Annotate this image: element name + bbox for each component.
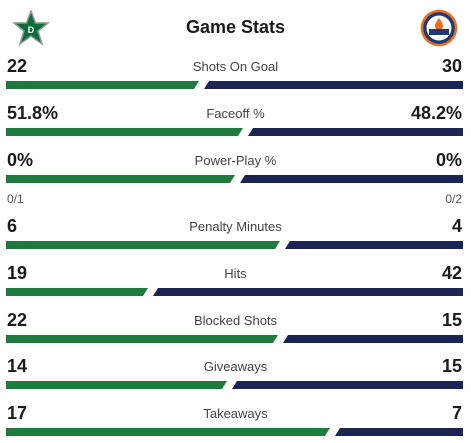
stat-label: Takeaways [203, 406, 268, 421]
away-value: 7 [451, 403, 462, 423]
comparison-bar [6, 175, 463, 183]
stat-label: Hits [224, 266, 247, 281]
comparison-bar [6, 288, 463, 296]
home-value: 22 [7, 56, 28, 76]
stat-row: 17 Takeaways 7 [0, 403, 471, 443]
home-bar-segment [6, 81, 199, 89]
away-subvalue: 0/2 [445, 192, 462, 206]
away-bar-segment [204, 81, 463, 89]
home-bar-segment [6, 381, 227, 389]
away-bar-segment [153, 288, 463, 296]
home-bar-segment [6, 335, 278, 343]
home-bar-segment [6, 428, 330, 436]
away-value: 15 [441, 356, 462, 376]
svg-text:D: D [28, 25, 35, 35]
stat-row: 22 Shots On Goal 30 [0, 56, 471, 96]
dallas-stars-logo: D [11, 8, 51, 46]
away-bar-segment [285, 241, 463, 249]
home-bar-segment [6, 288, 148, 296]
away-value: 4 [451, 216, 462, 236]
away-bar-segment [335, 428, 463, 436]
stat-label: Power-Play % [194, 153, 277, 168]
comparison-bar [6, 81, 463, 89]
stat-label: Faceoff % [206, 106, 265, 121]
away-value: 48.2% [410, 103, 462, 123]
stat-row: 19 Hits 42 [0, 263, 471, 303]
stat-label: Penalty Minutes [189, 219, 282, 234]
home-value: 19 [7, 263, 28, 283]
home-value: 14 [7, 356, 28, 376]
page-title: Game Stats [185, 17, 286, 37]
edmonton-oilers-logo [419, 9, 459, 47]
away-value: 0% [435, 150, 462, 170]
stat-label: Shots On Goal [192, 59, 279, 74]
away-value: 42 [441, 263, 462, 283]
home-value: 22 [7, 310, 28, 330]
away-bar-segment [283, 335, 463, 343]
away-value: 15 [441, 310, 462, 330]
away-bar-segment [240, 175, 463, 183]
away-bar-segment [248, 128, 463, 136]
stat-row: 6 Penalty Minutes 4 [0, 216, 471, 256]
comparison-bar [6, 428, 463, 436]
stat-row: 0% Power-Play % 0% 0/1 0/2 [0, 150, 471, 206]
stats-header: D Game Stats [0, 0, 471, 56]
stat-row: 51.8% Faceoff % 48.2% [0, 103, 471, 143]
away-value: 30 [441, 56, 462, 76]
home-value: 51.8% [7, 103, 59, 123]
home-value: 6 [7, 216, 18, 236]
home-subvalue: 0/1 [7, 192, 24, 206]
comparison-bar [6, 241, 463, 249]
away-bar-segment [232, 381, 463, 389]
home-bar-segment [6, 175, 235, 183]
comparison-bar [6, 381, 463, 389]
stat-label: Blocked Shots [193, 313, 278, 328]
home-value: 17 [7, 403, 28, 423]
stat-label: Giveaways [203, 359, 268, 374]
home-bar-segment [6, 241, 280, 249]
comparison-bar [6, 128, 463, 136]
home-value: 0% [7, 150, 34, 170]
home-bar-segment [6, 128, 243, 136]
comparison-bar [6, 335, 463, 343]
stat-row: 14 Giveaways 15 [0, 356, 471, 396]
stat-row: 22 Blocked Shots 15 [0, 310, 471, 350]
